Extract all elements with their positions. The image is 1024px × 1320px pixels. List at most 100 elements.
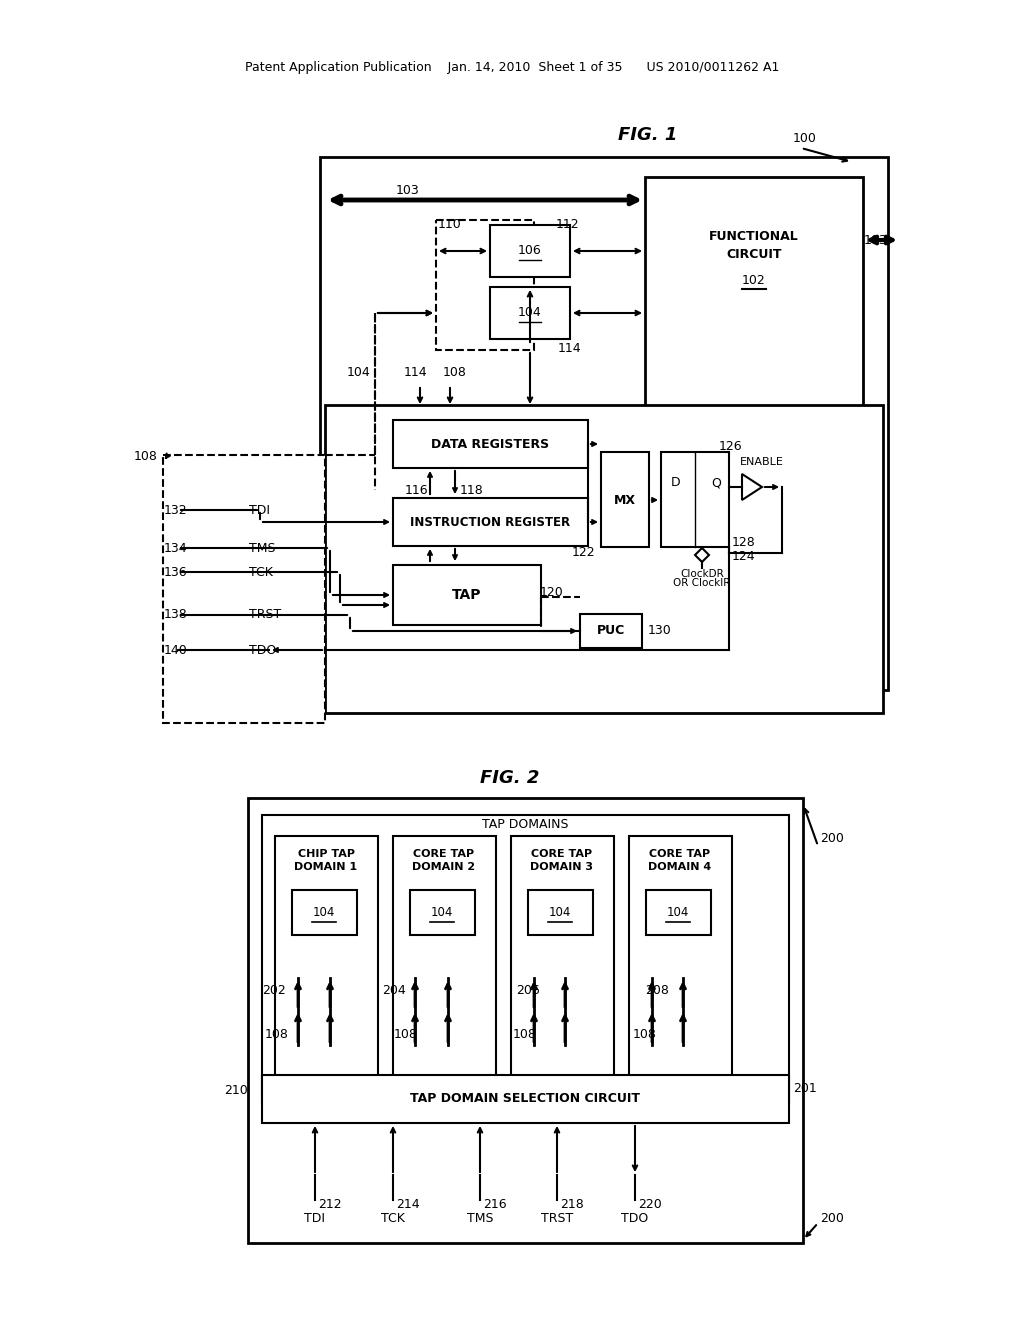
Text: FIG. 2: FIG. 2 xyxy=(480,770,540,787)
Text: 212: 212 xyxy=(318,1199,342,1212)
Bar xyxy=(410,890,475,935)
Text: TCK: TCK xyxy=(381,1212,404,1225)
Text: ClockDR: ClockDR xyxy=(680,569,724,579)
Bar xyxy=(163,455,325,723)
Text: 114: 114 xyxy=(403,366,427,379)
Bar xyxy=(490,286,570,339)
Bar xyxy=(393,420,588,469)
Text: 140: 140 xyxy=(164,644,187,656)
Text: OR ClockIR: OR ClockIR xyxy=(674,578,731,587)
Text: 116: 116 xyxy=(406,483,429,496)
Text: TAP DOMAIN SELECTION CIRCUIT: TAP DOMAIN SELECTION CIRCUIT xyxy=(410,1093,640,1106)
Bar xyxy=(580,614,642,648)
Text: 138: 138 xyxy=(164,609,187,622)
Text: CORE TAP: CORE TAP xyxy=(649,849,711,859)
Text: 202: 202 xyxy=(262,983,286,997)
Bar xyxy=(645,177,863,451)
Bar xyxy=(511,836,614,1078)
Bar xyxy=(436,220,534,350)
Text: 204: 204 xyxy=(382,983,406,997)
Text: FUNCTIONAL: FUNCTIONAL xyxy=(710,231,799,243)
Bar xyxy=(646,890,711,935)
Bar xyxy=(393,565,541,624)
Text: DOMAIN 1: DOMAIN 1 xyxy=(295,862,357,873)
Text: 208: 208 xyxy=(645,983,669,997)
Text: DOMAIN 3: DOMAIN 3 xyxy=(530,862,594,873)
Text: 124: 124 xyxy=(732,549,756,562)
Text: TDO: TDO xyxy=(622,1212,648,1225)
Bar xyxy=(262,1074,790,1123)
Text: 120: 120 xyxy=(540,586,564,598)
Text: TMS: TMS xyxy=(249,541,275,554)
Text: 110: 110 xyxy=(438,218,462,231)
Text: 130: 130 xyxy=(648,624,672,638)
Text: TAP DOMAINS: TAP DOMAINS xyxy=(481,817,568,830)
Text: 104: 104 xyxy=(431,907,454,920)
Text: DATA REGISTERS: DATA REGISTERS xyxy=(431,437,549,450)
Text: 126: 126 xyxy=(718,440,741,453)
Bar xyxy=(629,836,732,1078)
Text: 104: 104 xyxy=(518,306,542,319)
Text: TCK: TCK xyxy=(249,565,272,578)
Bar xyxy=(528,890,593,935)
Text: CORE TAP: CORE TAP xyxy=(531,849,593,859)
Text: INSTRUCTION REGISTER: INSTRUCTION REGISTER xyxy=(410,516,570,528)
Text: 108: 108 xyxy=(394,1028,418,1041)
Text: DOMAIN 2: DOMAIN 2 xyxy=(413,862,475,873)
Bar xyxy=(662,451,729,546)
Text: 132: 132 xyxy=(164,503,187,516)
Text: 214: 214 xyxy=(396,1199,420,1212)
Text: TDO: TDO xyxy=(249,644,276,656)
Text: 218: 218 xyxy=(560,1199,584,1212)
Text: TRST: TRST xyxy=(249,609,282,622)
Text: 100: 100 xyxy=(793,132,817,144)
Text: 122: 122 xyxy=(571,546,595,560)
Text: 201: 201 xyxy=(793,1081,817,1094)
Text: ENABLE: ENABLE xyxy=(740,457,784,467)
Text: 108: 108 xyxy=(265,1028,289,1041)
Text: MX: MX xyxy=(614,494,636,507)
Text: 108: 108 xyxy=(633,1028,656,1041)
Bar xyxy=(275,836,378,1078)
Text: 206: 206 xyxy=(516,983,540,997)
Text: 112: 112 xyxy=(556,218,580,231)
Text: 210: 210 xyxy=(224,1084,248,1097)
Text: CORE TAP: CORE TAP xyxy=(414,849,474,859)
Text: TMS: TMS xyxy=(467,1212,494,1225)
Text: 103: 103 xyxy=(864,234,888,247)
Text: Patent Application Publication    Jan. 14, 2010  Sheet 1 of 35      US 2010/0011: Patent Application Publication Jan. 14, … xyxy=(245,62,779,74)
Text: 102: 102 xyxy=(742,273,766,286)
Bar xyxy=(393,498,588,546)
Text: 136: 136 xyxy=(164,565,187,578)
Bar xyxy=(601,451,649,546)
Bar xyxy=(490,224,570,277)
Text: 108: 108 xyxy=(513,1028,537,1041)
Text: 106: 106 xyxy=(518,244,542,257)
Text: 200: 200 xyxy=(820,833,844,846)
Bar xyxy=(262,814,790,1102)
Bar xyxy=(292,890,357,935)
Text: 220: 220 xyxy=(638,1199,662,1212)
Text: PUC: PUC xyxy=(597,624,625,638)
Text: 108: 108 xyxy=(443,366,467,379)
Text: CHIP TAP: CHIP TAP xyxy=(298,849,354,859)
Text: 216: 216 xyxy=(483,1199,507,1212)
Text: TDI: TDI xyxy=(249,503,270,516)
Text: 104: 104 xyxy=(549,907,571,920)
Text: 103: 103 xyxy=(396,183,420,197)
Text: 104: 104 xyxy=(667,907,689,920)
Bar xyxy=(325,405,883,713)
Bar xyxy=(248,799,803,1243)
Text: TDI: TDI xyxy=(304,1212,326,1225)
Text: Q: Q xyxy=(711,477,721,490)
Text: CIRCUIT: CIRCUIT xyxy=(726,248,781,260)
Text: DOMAIN 4: DOMAIN 4 xyxy=(648,862,712,873)
Text: 108: 108 xyxy=(134,450,158,463)
Bar xyxy=(319,157,888,690)
Text: 200: 200 xyxy=(820,1212,844,1225)
Text: FIG. 1: FIG. 1 xyxy=(618,125,678,144)
Text: TAP: TAP xyxy=(453,587,481,602)
Text: D: D xyxy=(671,477,681,490)
Text: 104: 104 xyxy=(346,366,370,379)
Text: 134: 134 xyxy=(164,541,187,554)
